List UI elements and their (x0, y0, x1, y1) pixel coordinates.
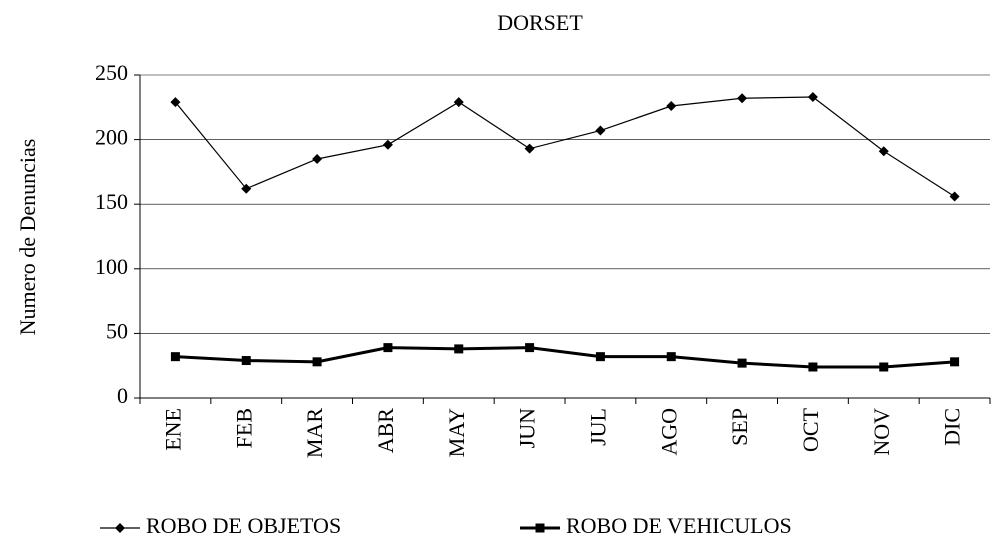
marker (454, 344, 464, 354)
marker (170, 97, 181, 108)
x-tick-label: ABR (373, 408, 398, 454)
marker (524, 143, 535, 154)
marker (737, 93, 748, 104)
legend-label: ROBO DE OBJETOS (146, 513, 341, 538)
y-tick-label: 0 (117, 383, 128, 408)
marker (666, 352, 676, 362)
y-tick-label: 250 (95, 60, 128, 85)
marker (949, 191, 960, 202)
y-tick-label: 200 (95, 125, 128, 150)
y-axis-label: Numero de Denuncias (15, 139, 40, 336)
marker (950, 357, 960, 367)
y-tick-label: 150 (95, 189, 128, 214)
x-tick-label: NOV (869, 408, 894, 456)
marker (595, 125, 606, 136)
marker (312, 153, 323, 164)
x-tick-label: ENE (160, 408, 185, 451)
series-line (175, 346, 955, 369)
marker (879, 362, 889, 372)
x-tick-label: AGO (656, 408, 681, 456)
marker (241, 183, 252, 194)
x-tick-label: OCT (798, 407, 823, 452)
x-tick-label: JUN (515, 408, 540, 448)
marker (312, 357, 322, 367)
y-tick-label: 100 (95, 254, 128, 279)
marker (115, 523, 125, 533)
marker (808, 362, 818, 372)
marker (535, 523, 545, 533)
marker (241, 356, 251, 366)
marker (737, 358, 747, 368)
marker (595, 352, 605, 362)
marker (170, 352, 180, 362)
marker (382, 139, 393, 150)
x-tick-label: FEB (231, 408, 256, 448)
marker (807, 91, 818, 102)
marker (525, 343, 535, 353)
x-tick-label: DIC (940, 408, 965, 446)
legend-label: ROBO DE VEHICULOS (566, 513, 792, 538)
series-line (174, 96, 955, 197)
x-tick-label: JUL (585, 408, 610, 446)
x-tick-label: SEP (727, 408, 752, 446)
marker (383, 343, 393, 353)
y-tick-label: 50 (106, 318, 128, 343)
chart-title: DORSET (497, 10, 583, 35)
x-tick-label: MAY (444, 408, 469, 457)
marker (453, 97, 464, 108)
marker (878, 146, 889, 157)
x-tick-label: MAR (302, 408, 327, 458)
marker (666, 101, 677, 112)
